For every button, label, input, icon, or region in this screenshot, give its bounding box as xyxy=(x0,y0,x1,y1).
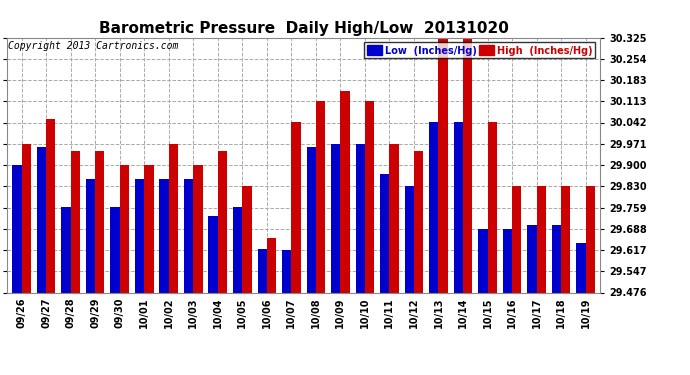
Bar xyxy=(282,250,291,292)
Bar xyxy=(429,123,438,292)
Bar xyxy=(12,165,21,292)
Bar xyxy=(453,123,463,292)
Bar xyxy=(257,249,267,292)
Legend: Low  (Inches/Hg), High  (Inches/Hg): Low (Inches/Hg), High (Inches/Hg) xyxy=(364,42,595,58)
Bar xyxy=(463,38,472,292)
Bar xyxy=(561,186,571,292)
Bar xyxy=(61,207,70,292)
Bar xyxy=(552,225,561,292)
Bar xyxy=(527,225,537,292)
Bar xyxy=(159,179,169,292)
Bar xyxy=(365,101,374,292)
Bar xyxy=(355,144,365,292)
Bar xyxy=(144,165,154,292)
Bar xyxy=(242,186,252,292)
Bar xyxy=(537,186,546,292)
Bar xyxy=(586,186,595,292)
Bar xyxy=(306,147,316,292)
Bar xyxy=(233,207,242,292)
Bar xyxy=(135,179,144,292)
Bar xyxy=(478,229,488,292)
Bar xyxy=(70,151,80,292)
Bar xyxy=(576,243,586,292)
Bar xyxy=(389,144,399,292)
Bar xyxy=(86,179,95,292)
Bar xyxy=(380,174,389,292)
Bar xyxy=(488,123,497,292)
Bar xyxy=(291,123,301,292)
Bar xyxy=(267,237,276,292)
Bar xyxy=(46,119,55,292)
Bar xyxy=(316,101,325,292)
Bar xyxy=(193,165,203,292)
Bar xyxy=(37,147,46,292)
Bar xyxy=(184,179,193,292)
Text: Copyright 2013 Cartronics.com: Copyright 2013 Cartronics.com xyxy=(8,41,179,51)
Bar xyxy=(503,229,512,292)
Bar xyxy=(512,186,522,292)
Bar xyxy=(218,151,227,292)
Bar xyxy=(119,165,129,292)
Bar xyxy=(438,38,448,292)
Bar xyxy=(95,151,104,292)
Bar xyxy=(110,207,119,292)
Bar xyxy=(414,151,423,292)
Bar xyxy=(331,144,340,292)
Bar xyxy=(340,91,350,292)
Title: Barometric Pressure  Daily High/Low  20131020: Barometric Pressure Daily High/Low 20131… xyxy=(99,21,509,36)
Bar xyxy=(169,144,178,292)
Bar xyxy=(404,186,414,292)
Bar xyxy=(21,144,31,292)
Bar xyxy=(208,216,218,292)
